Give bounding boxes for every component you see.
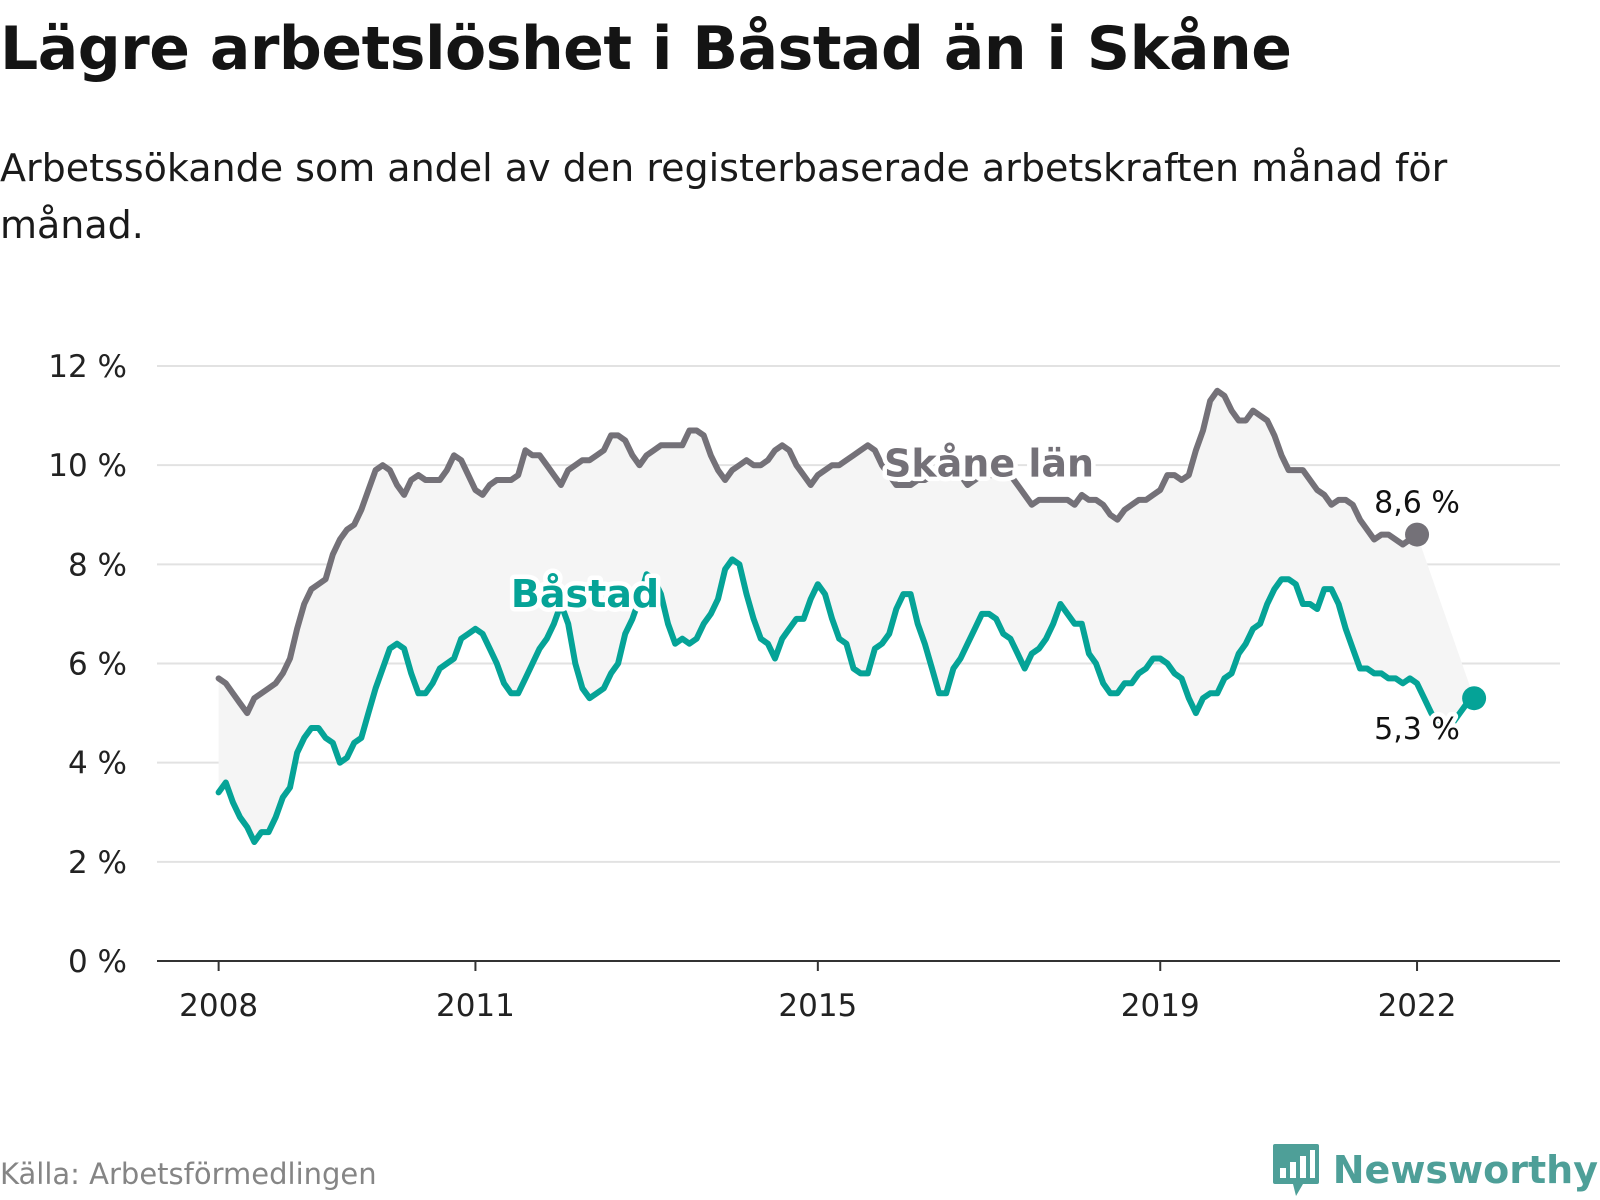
bastad-label: Båstad: [511, 572, 659, 616]
bar-chart-speech-bubble-icon: [1272, 1144, 1319, 1196]
y-tick-label: 8 %: [68, 547, 127, 583]
x-tick-label: 2008: [179, 988, 258, 1024]
y-tick-label: 4 %: [68, 746, 127, 782]
skane-lan-line: [215, 387, 1420, 717]
line-chart: 0 % 2 % 4 % 6 % 8 % 10 % 12 % 2008 2011 2015 2019 2…: [48, 349, 1560, 1024]
brand-logo: Newsworthy: [1271, 1142, 1598, 1198]
axes: 0 % 2 % 4 % 6 % 8 % 10 % 12 % 2008 2011 2015 2019 2…: [48, 349, 1560, 1024]
x-tick-label: 2019: [1121, 988, 1200, 1024]
y-tick-label: 10 %: [48, 448, 127, 484]
series-lines: [215, 387, 1487, 845]
source-note: Källa: Arbetsförmedlingen: [0, 1157, 377, 1191]
y-tick-label: 2 %: [68, 845, 127, 881]
chart-title: Lägre arbetslöshet i Båstad än i Skåne: [0, 14, 1292, 84]
x-tick-label: 2022: [1378, 988, 1457, 1024]
series-labels: Skåne län Båstad 8,6 % 5,3 %: [506, 437, 1464, 752]
series-gap-band: [218, 390, 1475, 842]
bastad-end-value: 5,3 %: [1374, 712, 1460, 747]
skane-lan-label: Skåne län: [884, 442, 1094, 486]
y-tick-label: 0 %: [68, 944, 127, 980]
skane-lan-end-value: 8,6 %: [1374, 486, 1460, 521]
brand-name: Newsworthy: [1332, 1148, 1598, 1192]
bastad-end-marker: [1462, 686, 1487, 711]
bastad-line: [215, 556, 1478, 845]
skane-lan-end-marker: [1405, 522, 1430, 547]
x-tick-label: 2015: [778, 988, 857, 1024]
y-tick-label: 12 %: [48, 349, 127, 385]
chart-subtitle: Arbetssökande som andel av den registerb…: [0, 146, 1448, 247]
x-tick-label: 2011: [436, 988, 515, 1024]
y-tick-label: 6 %: [68, 647, 127, 683]
range-band: [218, 390, 1475, 842]
